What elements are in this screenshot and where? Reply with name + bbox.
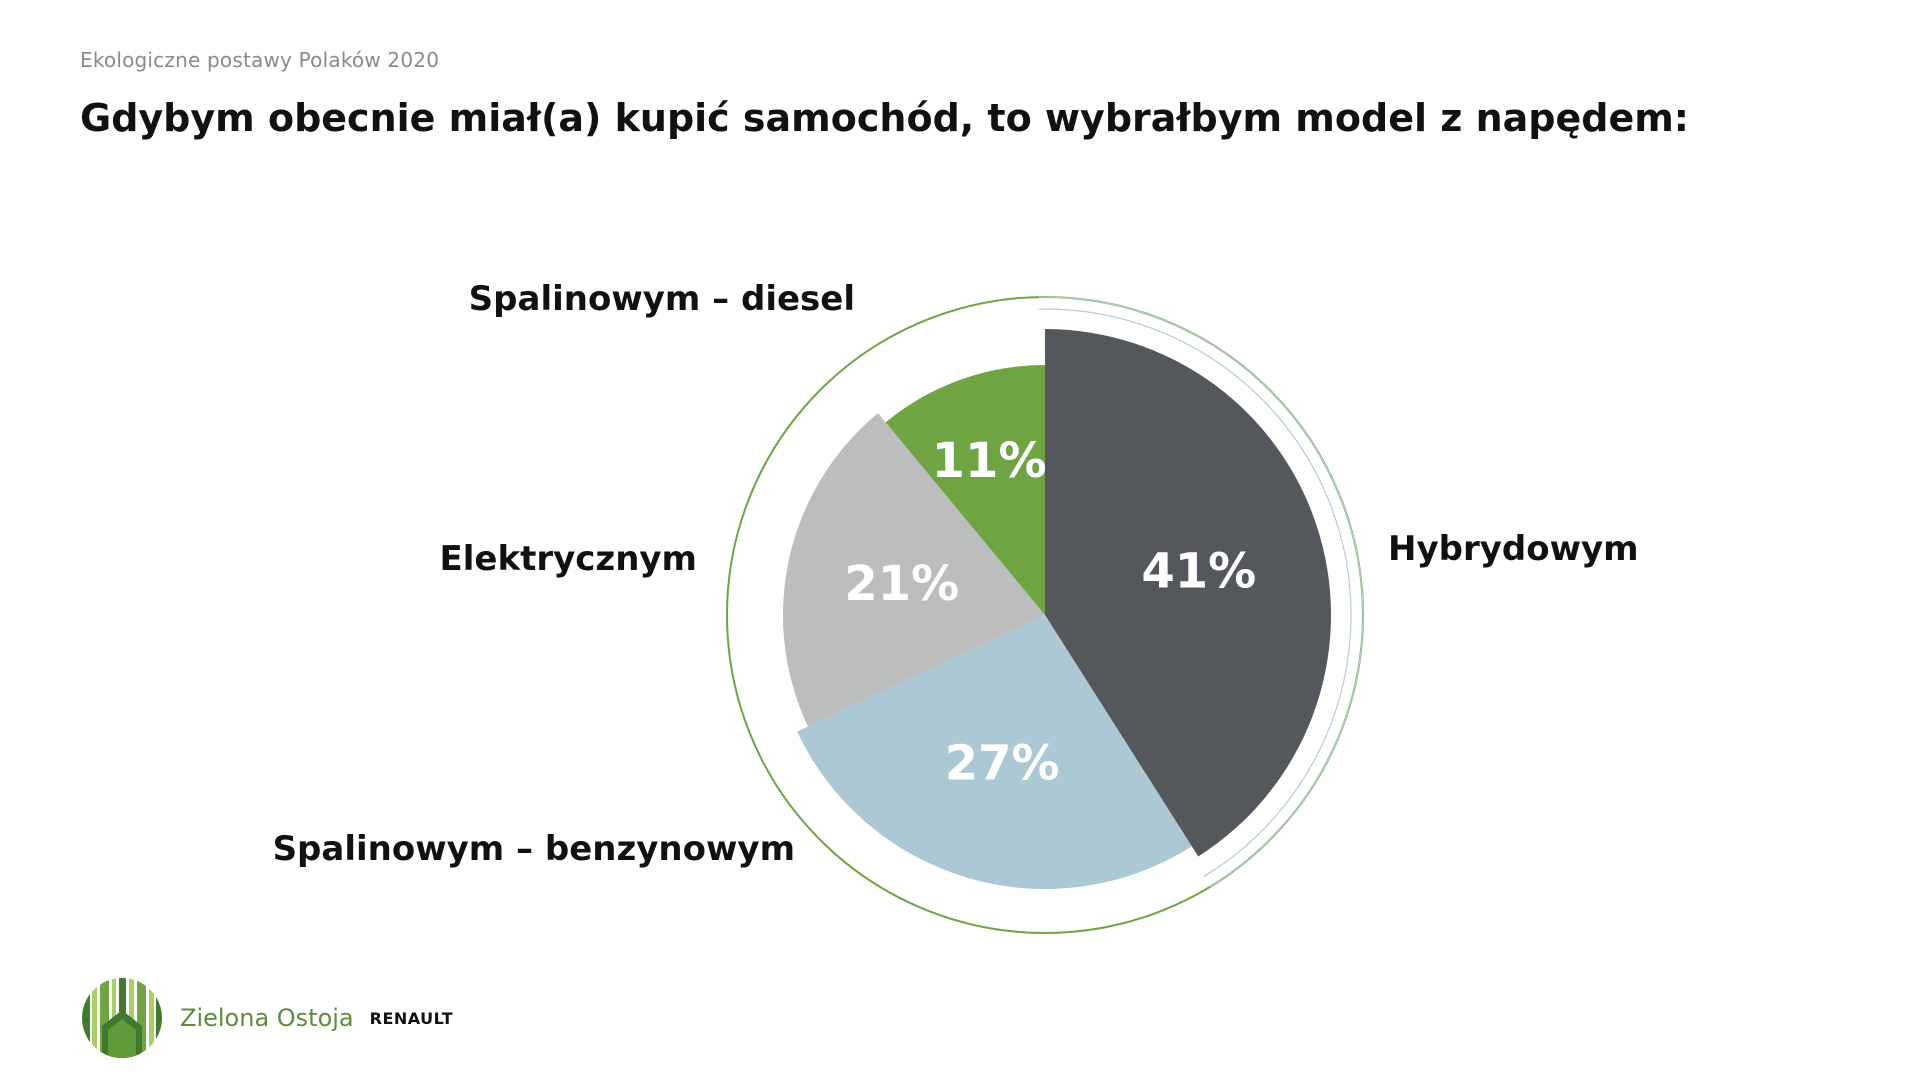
pie-slice-3: [783, 413, 1045, 727]
supertitle: Ekologiczne postawy Polaków 2020: [80, 48, 440, 72]
partner-name: RENAULT: [369, 1008, 454, 1028]
slice-value-label-3: 21%: [844, 556, 959, 612]
slice-value-label-1: 41%: [1141, 543, 1256, 599]
page-title: Gdybym obecnie miał(a) kupić samochód, t…: [80, 96, 1690, 140]
pie-slices: [783, 296, 1364, 889]
slice-value-label-4: 11%: [932, 433, 1047, 489]
pie-slice-1: [1045, 329, 1331, 857]
slice-value-label-2: 27%: [945, 735, 1060, 791]
brand-name: Zielona Ostoja: [180, 1004, 354, 1032]
decorative-arc-1: [1038, 308, 1352, 878]
slice-category-label-4: Spalinowym – diesel: [469, 279, 855, 319]
slice-category-label-1: Hybrydowym: [1388, 529, 1639, 569]
pie-slice-2: [797, 615, 1192, 889]
footer: Zielona Ostoja RENAULT: [80, 975, 453, 1061]
pie-category-labels: Hybrydowym Spalinowym – benzynowym Elektry…: [273, 279, 1639, 869]
pie-value-labels: 41% 27% 21% 11%: [844, 433, 1256, 792]
decorative-arc-2: [1038, 296, 1364, 888]
slice-category-label-2: Spalinowym – benzynowym: [273, 829, 795, 869]
pie-slice-4: [885, 365, 1045, 615]
slice-category-label-3: Elektrycznym: [440, 539, 697, 579]
forest-logo-icon: [82, 978, 162, 1058]
